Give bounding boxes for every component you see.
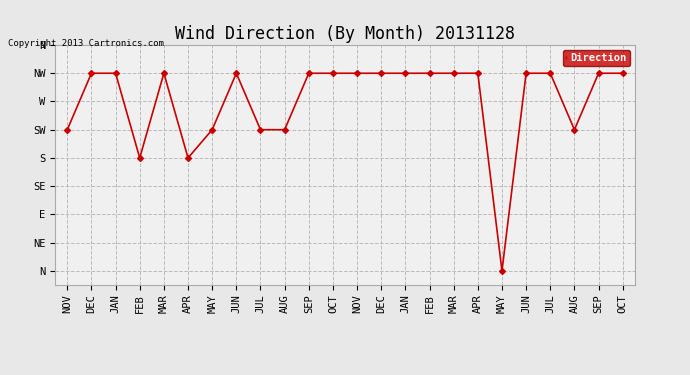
Legend: Direction: Direction bbox=[563, 50, 629, 66]
Title: Wind Direction (By Month) 20131128: Wind Direction (By Month) 20131128 bbox=[175, 26, 515, 44]
Text: Copyright 2013 Cartronics.com: Copyright 2013 Cartronics.com bbox=[8, 39, 164, 48]
